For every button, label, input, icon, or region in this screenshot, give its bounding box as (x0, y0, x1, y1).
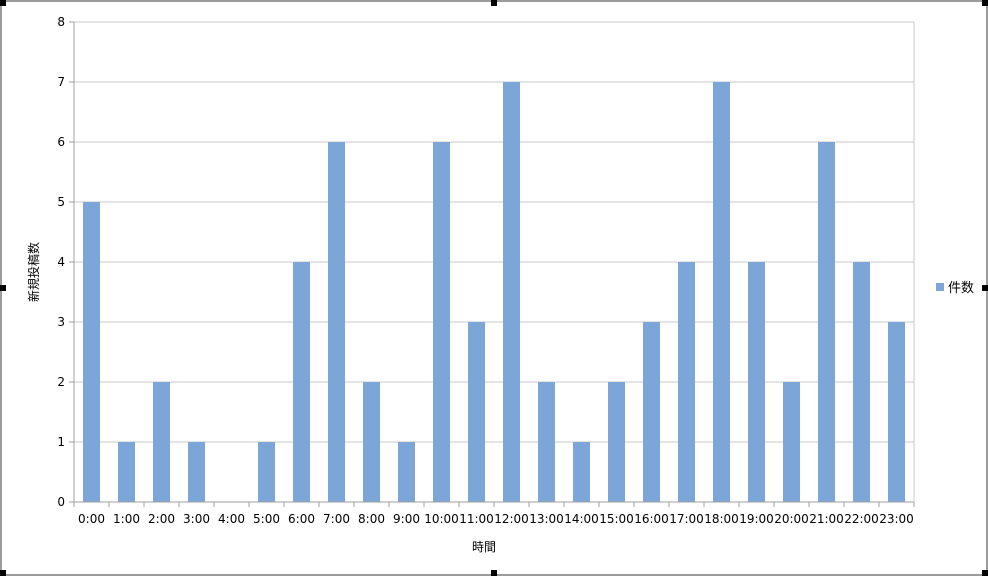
legend: 件数 (936, 281, 974, 296)
y-tick-label: 1 (57, 435, 65, 449)
bar (468, 322, 485, 502)
legend-swatch (936, 283, 944, 291)
bar (853, 262, 870, 502)
y-tick-label: 4 (57, 255, 65, 269)
bar (258, 442, 275, 502)
bar (818, 142, 835, 502)
x-tick-label: 18:00 (704, 512, 739, 526)
bar (433, 142, 450, 502)
bar (713, 82, 730, 502)
resize-handle-bottom-right[interactable] (982, 570, 988, 576)
x-tick-label: 15:00 (599, 512, 634, 526)
resize-handle-bottom-center[interactable] (491, 570, 497, 576)
bar (188, 442, 205, 502)
x-tick-label: 10:00 (424, 512, 459, 526)
bar (538, 382, 555, 502)
x-tick-label: 8:00 (358, 512, 385, 526)
y-tick-label: 6 (57, 135, 65, 149)
bar (118, 442, 135, 502)
x-tick-label: 14:00 (564, 512, 599, 526)
y-tick-labels: 0 1 2 3 4 5 6 7 8 (57, 15, 65, 509)
x-tick-label: 13:00 (529, 512, 564, 526)
x-tick-label: 12:00 (494, 512, 529, 526)
bar (678, 262, 695, 502)
x-tick-label: 5:00 (253, 512, 280, 526)
bar (783, 382, 800, 502)
resize-handle-top-center[interactable] (491, 0, 497, 6)
y-axis-title: 新規投稿数 (26, 242, 41, 302)
x-tick-label: 17:00 (669, 512, 704, 526)
bar (643, 322, 660, 502)
x-tick-label: 1:00 (113, 512, 140, 526)
x-tick-label: 22:00 (844, 512, 879, 526)
y-tick-label: 7 (57, 75, 65, 89)
bar (293, 262, 310, 502)
bar (748, 262, 765, 502)
x-tick-label: 7:00 (323, 512, 350, 526)
x-tick-label: 16:00 (634, 512, 669, 526)
x-tick-label: 0:00 (78, 512, 105, 526)
x-tick-label: 20:00 (774, 512, 809, 526)
gridlines (74, 21, 914, 443)
x-tick-label: 21:00 (809, 512, 844, 526)
x-tick-label: 2:00 (148, 512, 175, 526)
legend-label: 件数 (948, 281, 974, 296)
y-tick-label: 2 (57, 375, 65, 389)
y-tick-label: 8 (57, 15, 65, 29)
bar (328, 142, 345, 502)
bar (503, 82, 520, 502)
resize-handle-top-right[interactable] (982, 0, 988, 6)
x-tick-label: 19:00 (739, 512, 774, 526)
bar (608, 382, 625, 502)
bar (363, 382, 380, 502)
x-tick-label: 9:00 (393, 512, 420, 526)
y-tick-label: 3 (57, 315, 65, 329)
resize-handle-top-left[interactable] (0, 0, 6, 6)
x-tick-label: 3:00 (183, 512, 210, 526)
x-tick-label: 11:00 (459, 512, 494, 526)
y-tick-label: 0 (57, 495, 65, 509)
bar (153, 382, 170, 502)
axes (69, 21, 915, 507)
x-axis-title: 時間 (472, 540, 496, 554)
bar (398, 442, 415, 502)
bars (83, 82, 905, 502)
bar (83, 202, 100, 502)
x-tick-label: 23:00 (879, 512, 914, 526)
resize-handle-middle-right[interactable] (982, 285, 988, 291)
resize-handle-bottom-left[interactable] (0, 570, 6, 576)
bar (573, 442, 590, 502)
y-tick-label: 5 (57, 195, 65, 209)
x-tick-labels: 0:00 1:00 2:00 3:00 4:00 5:00 6:00 7:00 8:00 9:00… (78, 512, 914, 526)
bar (888, 322, 905, 502)
resize-handle-middle-left[interactable] (0, 285, 6, 291)
x-tick-label: 6:00 (288, 512, 315, 526)
x-tick-label: 4:00 (218, 512, 245, 526)
